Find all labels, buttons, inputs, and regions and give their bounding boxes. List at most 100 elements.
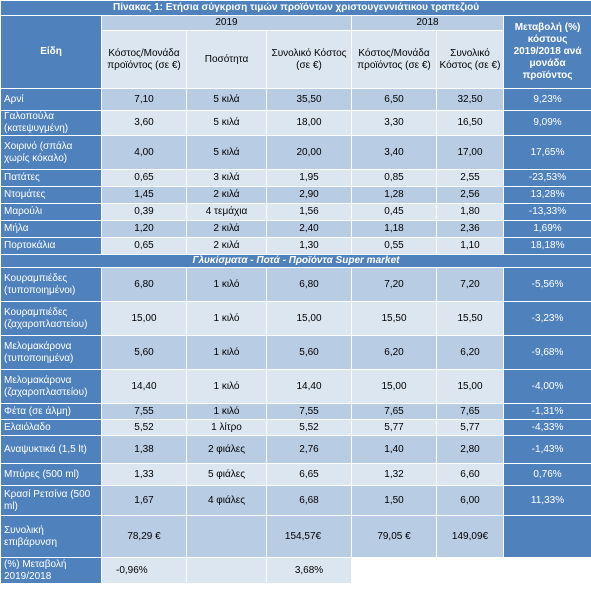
total-cost-2019: 2,90 (266, 186, 352, 204)
unit-cost-2018: 6,20 (351, 335, 437, 370)
total-cost-2019: 1,30 (266, 237, 352, 255)
total-cost-2018: 16,50 (436, 110, 504, 136)
total-cost-2019: 35,50 (266, 88, 352, 111)
total-cost-2018: 2,80 (436, 435, 504, 464)
header-total-cost-2019: Συνολικό Κόστος (σε €) (266, 30, 352, 89)
total-cost-2018: 7,20 (436, 267, 504, 302)
totals-total-2019: 154,57€ (266, 515, 352, 558)
totals-label: Συνολική επιβάρυνση (0, 515, 102, 558)
total-cost-2019: 5,60 (266, 335, 352, 370)
totals-row: Συνολική επιβάρυνση 78,29 € 154,57€ 79,05 €… (0, 515, 591, 558)
header-year-2019: 2019 (101, 15, 352, 31)
quantity: 3 κιλά (186, 169, 267, 187)
unit-cost-2018: 15,00 (351, 369, 437, 404)
total-cost-2018: 7,65 (436, 403, 504, 420)
unit-cost-2019: 15,00 (101, 301, 187, 336)
item-name: Πορτοκάλια (0, 237, 102, 255)
unit-cost-2019: 5,60 (101, 335, 187, 370)
item-name: Μαρούλι (0, 203, 102, 221)
total-cost-2018: 15,50 (436, 301, 504, 336)
table-row: Μπύρες (500 ml) 1,33 5 φιάλες 6,65 1,32 6,60 0… (0, 463, 591, 486)
unit-cost-2018: 1,50 (351, 485, 437, 516)
table-row: Πατάτες 0,65 3 κιλά 1,95 0,85 2,55 -23,53% (0, 169, 591, 187)
unit-cost-2019: 0,65 (101, 237, 187, 255)
unit-cost-2018: 0,85 (351, 169, 437, 187)
change-label: (%) Μεταβολή 2019/2018 (0, 557, 102, 584)
item-name: Ντομάτες (0, 186, 102, 204)
unit-cost-2018: 5,77 (351, 419, 437, 436)
change-percent: -4,00% (502, 369, 591, 404)
quantity: 4 φιάλες (186, 485, 267, 516)
total-cost-2018: 15,00 (436, 369, 504, 404)
unit-cost-2019: 6,80 (101, 267, 187, 302)
quantity: 2 κιλά (186, 237, 267, 255)
section-header: Γλυκίσματα - Ποτά - Προϊόντα Super marke… (0, 254, 591, 268)
table-row: Γαλοπούλα (κατεψυγμένη) 3,60 5 κιλά 18,00 3,… (0, 110, 591, 136)
empty-cell (502, 515, 591, 558)
table-row: Χοιρινό (σπάλα χωρίς κόκαλο) 4,00 5 κιλά 20… (0, 135, 591, 170)
table-row: Μήλα 1,20 2 κιλά 2,40 1,18 2,36 1,69% (0, 220, 591, 238)
total-cost-2018: 6,60 (436, 463, 504, 486)
total-cost-2018: 2,36 (436, 220, 504, 238)
item-name: Αρνί (0, 88, 102, 111)
change-percent: -23,53% (502, 169, 591, 187)
item-name: Χοιρινό (σπάλα χωρίς κόκαλο) (0, 135, 102, 170)
total-cost-2018: 6,00 (436, 485, 504, 516)
total-cost-2019: 6,80 (266, 267, 352, 302)
total-cost-2018: 2,56 (436, 186, 504, 204)
change-percent: 13,28% (502, 186, 591, 204)
totals-total-2018: 149,09€ (436, 515, 504, 558)
unit-cost-2019: 1,45 (101, 186, 187, 204)
unit-cost-2019: 1,67 (101, 485, 187, 516)
table-row: Ντομάτες 1,45 2 κιλά 2,90 1,28 2,56 13,28% (0, 186, 591, 204)
unit-cost-2018: 1,32 (351, 463, 437, 486)
change-row: (%) Μεταβολή 2019/2018 -0,96% 3,68% (0, 557, 591, 584)
quantity: 4 τεμάχια (186, 203, 267, 221)
unit-cost-2018: 0,45 (351, 203, 437, 221)
total-cost-2018: 2,55 (436, 169, 504, 187)
total-cost-2018: 5,77 (436, 419, 504, 436)
total-cost-2018: 17,00 (436, 135, 504, 170)
item-name: Αναψυκτικά (1,5 lt) (0, 435, 102, 464)
table-row: Πορτοκάλια 0,65 2 κιλά 1,30 0,55 1,10 18,18% (0, 237, 591, 255)
quantity: 1 λίτρο (186, 419, 267, 436)
table-title: Πίνακας 1: Ετήσια σύγκριση τιμών προϊόντ… (0, 0, 591, 16)
header-total-cost-2018: Συνολικό Κόστος (σε €) (436, 30, 504, 89)
total-cost-2019: 5,52 (266, 419, 352, 436)
change-percent: 11,33% (502, 485, 591, 516)
quantity: 1 κιλό (186, 403, 267, 420)
empty-cell (186, 557, 267, 584)
table-row: Κρασί Ρετσίνα (500 ml) 1,67 4 φιάλες 6,68 1,… (0, 485, 591, 516)
total-change-percent: 3,68% (266, 557, 352, 584)
table-row: Κουραμπιέδες (τυποποιημένοι) 6,80 1 κιλό 6,… (0, 267, 591, 302)
total-cost-2019: 2,40 (266, 220, 352, 238)
unit-cost-2018: 7,20 (351, 267, 437, 302)
unit-cost-2018: 3,40 (351, 135, 437, 170)
change-percent: -3,23% (502, 301, 591, 336)
empty-cell (350, 557, 591, 584)
quantity: 5 φιάλες (186, 463, 267, 486)
table-row: Μαρούλι 0,39 4 τεμάχια 1,56 0,45 1,80 -13,33% (0, 203, 591, 221)
header-unit-cost-2018: Κόστος/Μονάδα προϊόντος (σε €) (351, 30, 437, 89)
table-row: Κουραμπιέδες (ζαχαροπλαστείου) 15,00 1 κιλ… (0, 301, 591, 336)
item-name: Μελομακάρονα (ζαχαροπλαστείου) (0, 369, 102, 404)
total-cost-2019: 6,65 (266, 463, 352, 486)
total-cost-2019: 20,00 (266, 135, 352, 170)
unit-cost-2018: 1,40 (351, 435, 437, 464)
unit-cost-2019: 3,60 (101, 110, 187, 136)
total-cost-2019: 2,76 (266, 435, 352, 464)
unit-cost-2019: 7,55 (101, 403, 187, 420)
change-percent: 1,69% (502, 220, 591, 238)
change-percent: 17,65% (502, 135, 591, 170)
unit-cost-2019: 4,00 (101, 135, 187, 170)
total-cost-2019: 6,68 (266, 485, 352, 516)
change-percent: 9,23% (502, 88, 591, 111)
change-percent: 9,09% (502, 110, 591, 136)
total-cost-2018: 1,80 (436, 203, 504, 221)
table-row: Μελομακάρονα (τυποποιημένα) 5,60 1 κιλό 5,6… (0, 335, 591, 370)
total-cost-2019: 7,55 (266, 403, 352, 420)
total-cost-2019: 15,00 (266, 301, 352, 336)
unit-cost-2018: 1,28 (351, 186, 437, 204)
price-comparison-table: Πίνακας 1: Ετήσια σύγκριση τιμών προϊόντ… (0, 0, 591, 584)
quantity: 5 κιλά (186, 88, 267, 111)
